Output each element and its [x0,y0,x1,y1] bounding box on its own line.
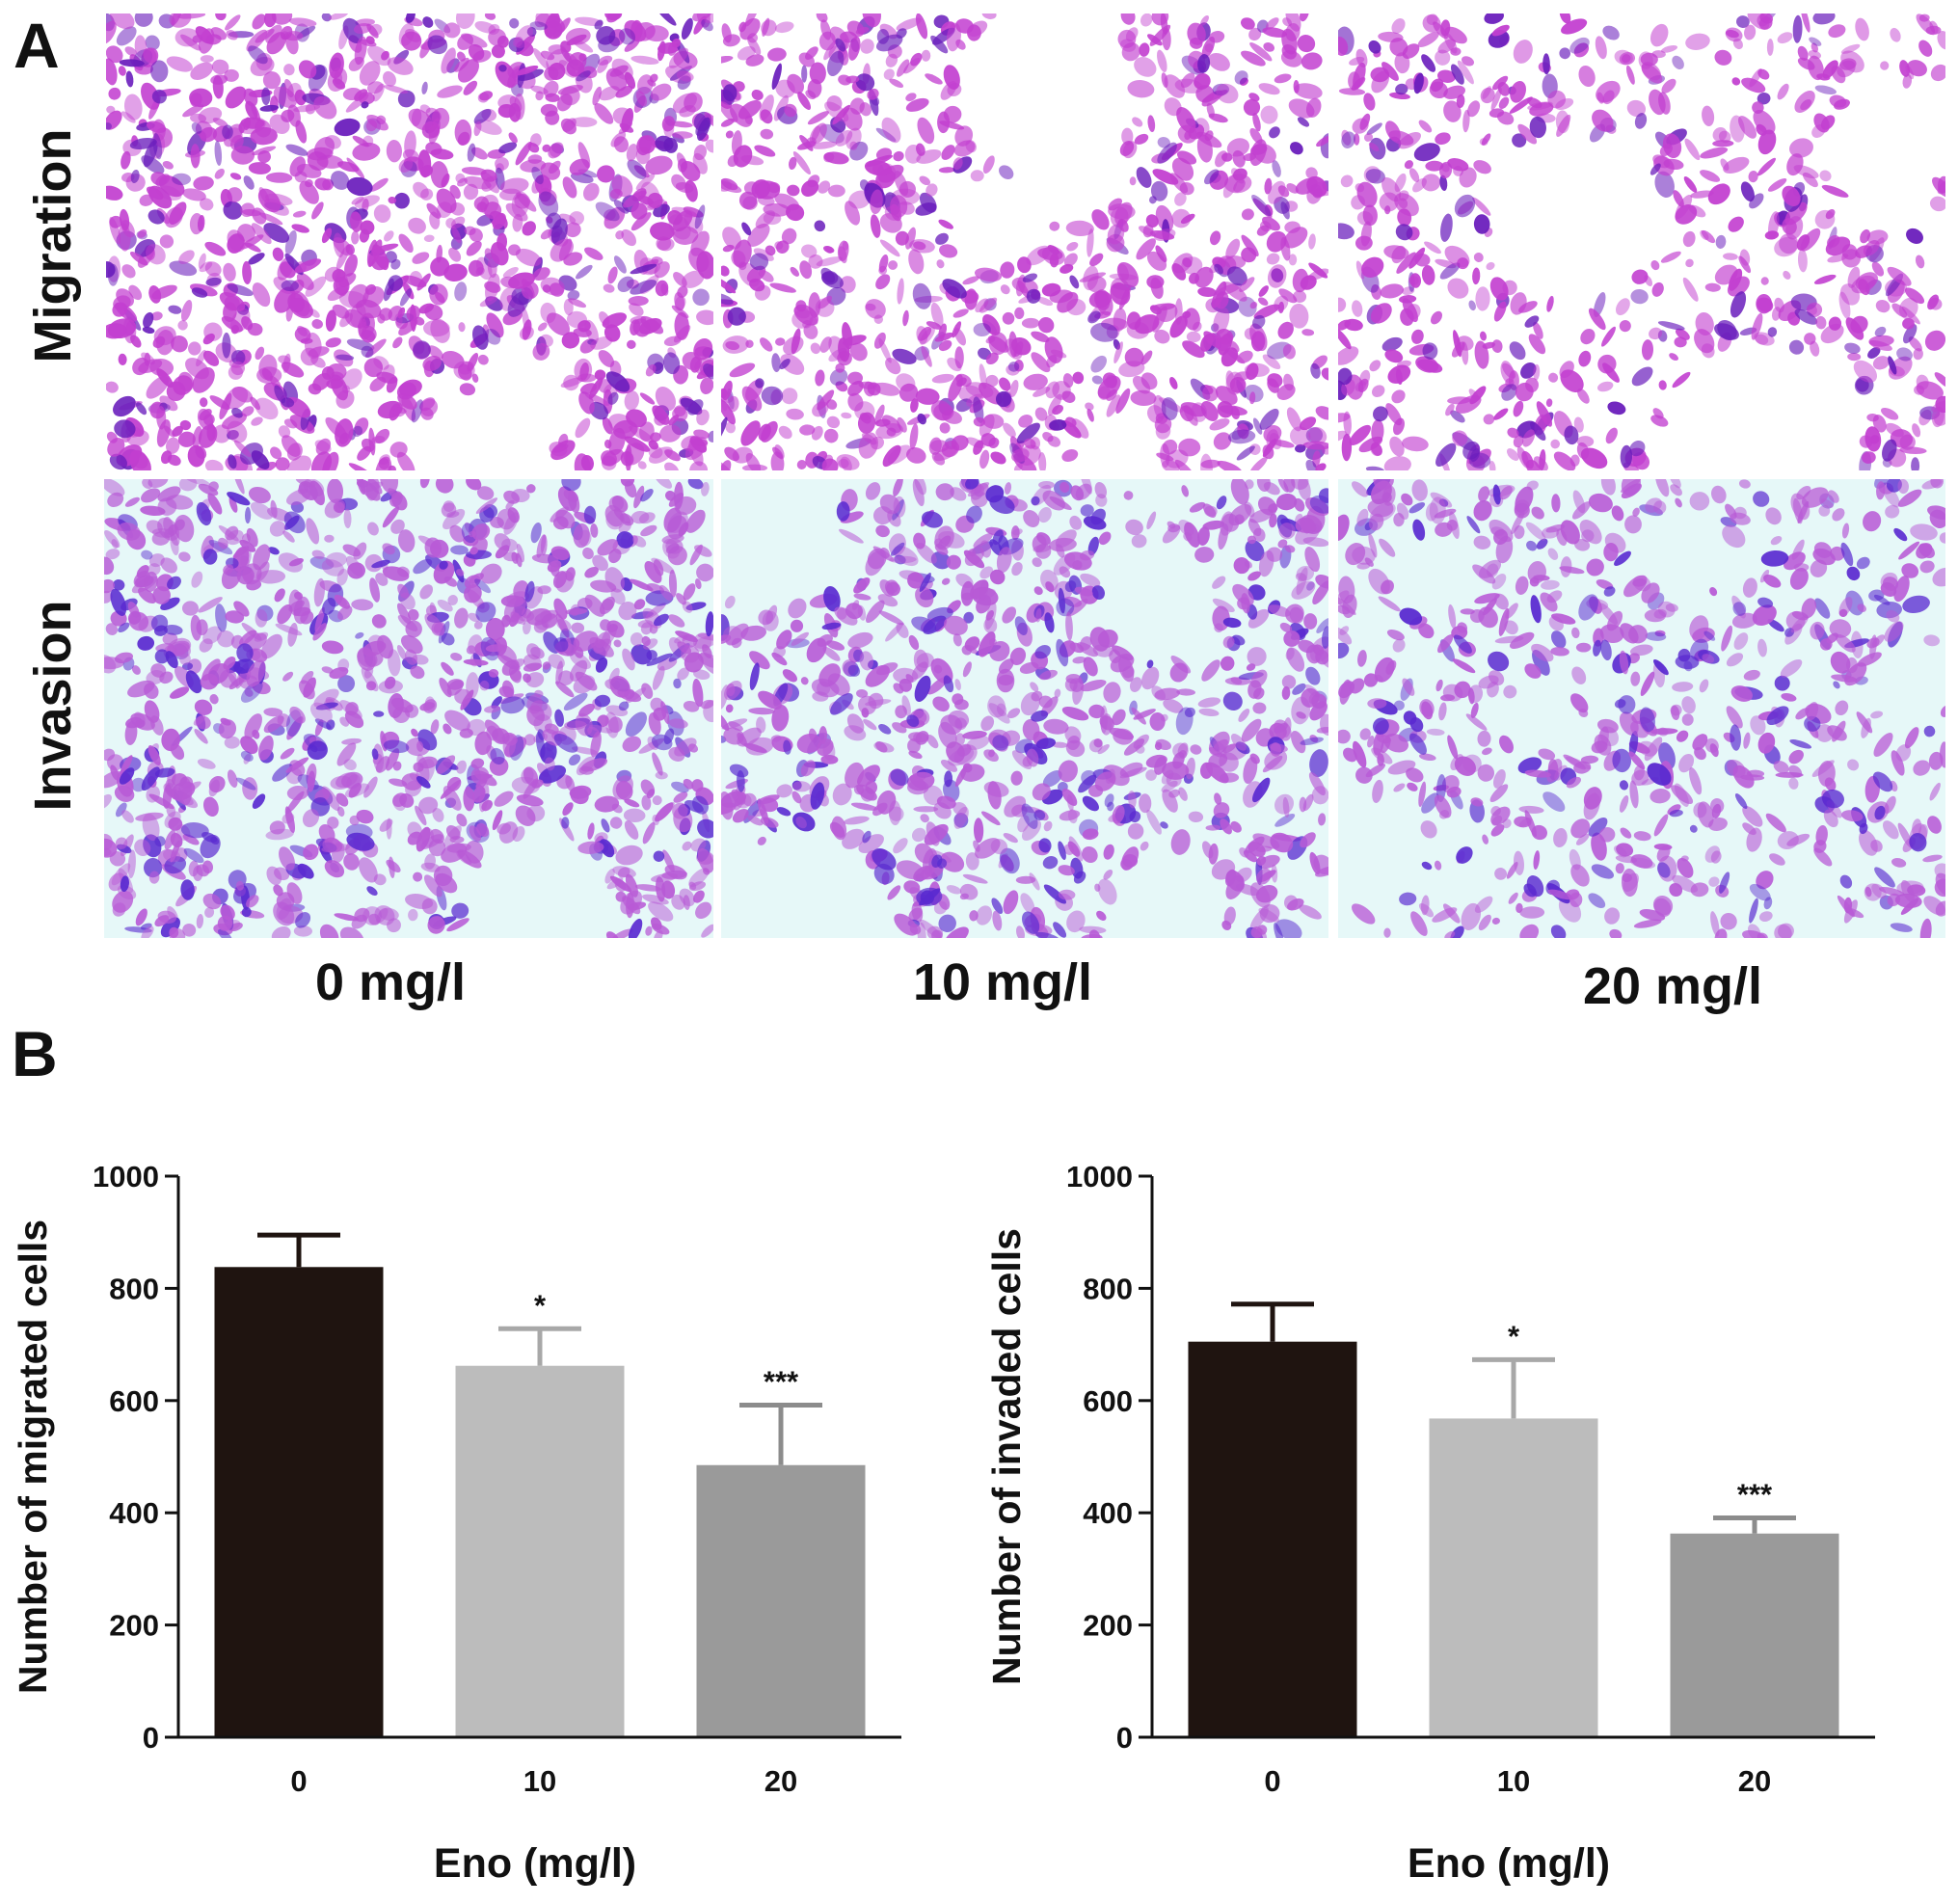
micrograph-texture [1338,479,1945,938]
micrograph-texture [721,479,1328,938]
migrated-y-tick-label: 200 [109,1609,159,1643]
micrograph-texture [104,479,713,938]
migrated-significance-20: *** [764,1364,799,1398]
invaded-x-axis-title: Eno (mg/l) [1408,1840,1610,1887]
migrated-y-tick-label: 1000 [93,1160,159,1193]
migrated-bar-10 [455,1365,625,1737]
migrated-x-tick-label: 10 [523,1764,556,1798]
micrograph-texture [1338,13,1945,470]
invaded-y-axis-title: Number of invaded cells [984,1228,1029,1685]
migrated-bar-0 [214,1267,384,1737]
invaded-significance-10: * [1508,1319,1520,1353]
micrograph-migration-10 [721,13,1328,470]
invaded-x-tick-label: 20 [1738,1764,1771,1798]
micrograph-invasion-10 [721,479,1328,938]
panel-b-label: B [12,1018,58,1089]
migrated-error-bar-0 [257,1232,340,1268]
invaded-y-tick-label: 800 [1083,1272,1133,1305]
micrograph-texture [106,13,713,470]
micrograph-migration-20 [1338,13,1945,470]
column-label-0: 0 mg/l [314,953,467,1011]
invaded-x-tick-label: 10 [1497,1764,1530,1798]
migrated-error-bar-20 [739,1402,822,1465]
invaded-error-bar-10 [1472,1356,1555,1419]
micrograph-invasion-20 [1338,479,1945,938]
migrated-cells-chart: * *** 0 200 400 600 800 1000 0 10 20 Eno (mg/l) Numb… [0,1138,974,1904]
invaded-significance-20: *** [1737,1477,1773,1511]
invaded-bar-0 [1188,1341,1357,1737]
invaded-y-tick-label: 1000 [1066,1160,1133,1193]
invaded-y-tick-label: 200 [1083,1609,1133,1643]
invaded-error-bar-20 [1713,1515,1796,1534]
invaded-bar-10 [1429,1418,1598,1737]
column-label-10: 10 mg/l [912,953,1093,1011]
invaded-y-tick-label: 600 [1083,1384,1133,1418]
panel-a-label: A [13,10,60,81]
invaded-x-tick-label: 0 [1264,1764,1280,1798]
invaded-error-bar-0 [1231,1301,1314,1342]
migrated-y-tick-label: 0 [143,1721,159,1755]
migrated-x-tick-label: 0 [290,1764,307,1798]
column-label-20: 20 mg/l [1582,957,1763,1015]
micrograph-invasion-0 [104,479,713,938]
micrograph-texture [721,13,1328,470]
migrated-x-tick-label: 20 [764,1764,797,1798]
migrated-y-tick-label: 800 [109,1272,159,1305]
migrated-y-tick-label: 600 [109,1384,159,1418]
migrated-x-axis-title: Eno (mg/l) [434,1840,636,1887]
migrated-y-axis-title: Number of migrated cells [11,1220,55,1694]
invaded-bar-20 [1670,1533,1839,1737]
invaded-cells-chart: * *** 0 200 400 600 800 1000 0 10 20 Eno (mg/l) Numb… [974,1138,1947,1904]
micrograph-migration-0 [106,13,713,470]
invaded-y-tick-label: 400 [1083,1496,1133,1530]
migrated-error-bar-10 [498,1326,581,1366]
row-label-invasion: Invasion [24,600,82,812]
row-label-migration: Migration [24,128,82,363]
invaded-y-tick-label: 0 [1116,1721,1133,1755]
migrated-significance-10: * [534,1288,547,1322]
migrated-bar-20 [696,1464,866,1737]
migrated-y-tick-label: 400 [109,1496,159,1530]
